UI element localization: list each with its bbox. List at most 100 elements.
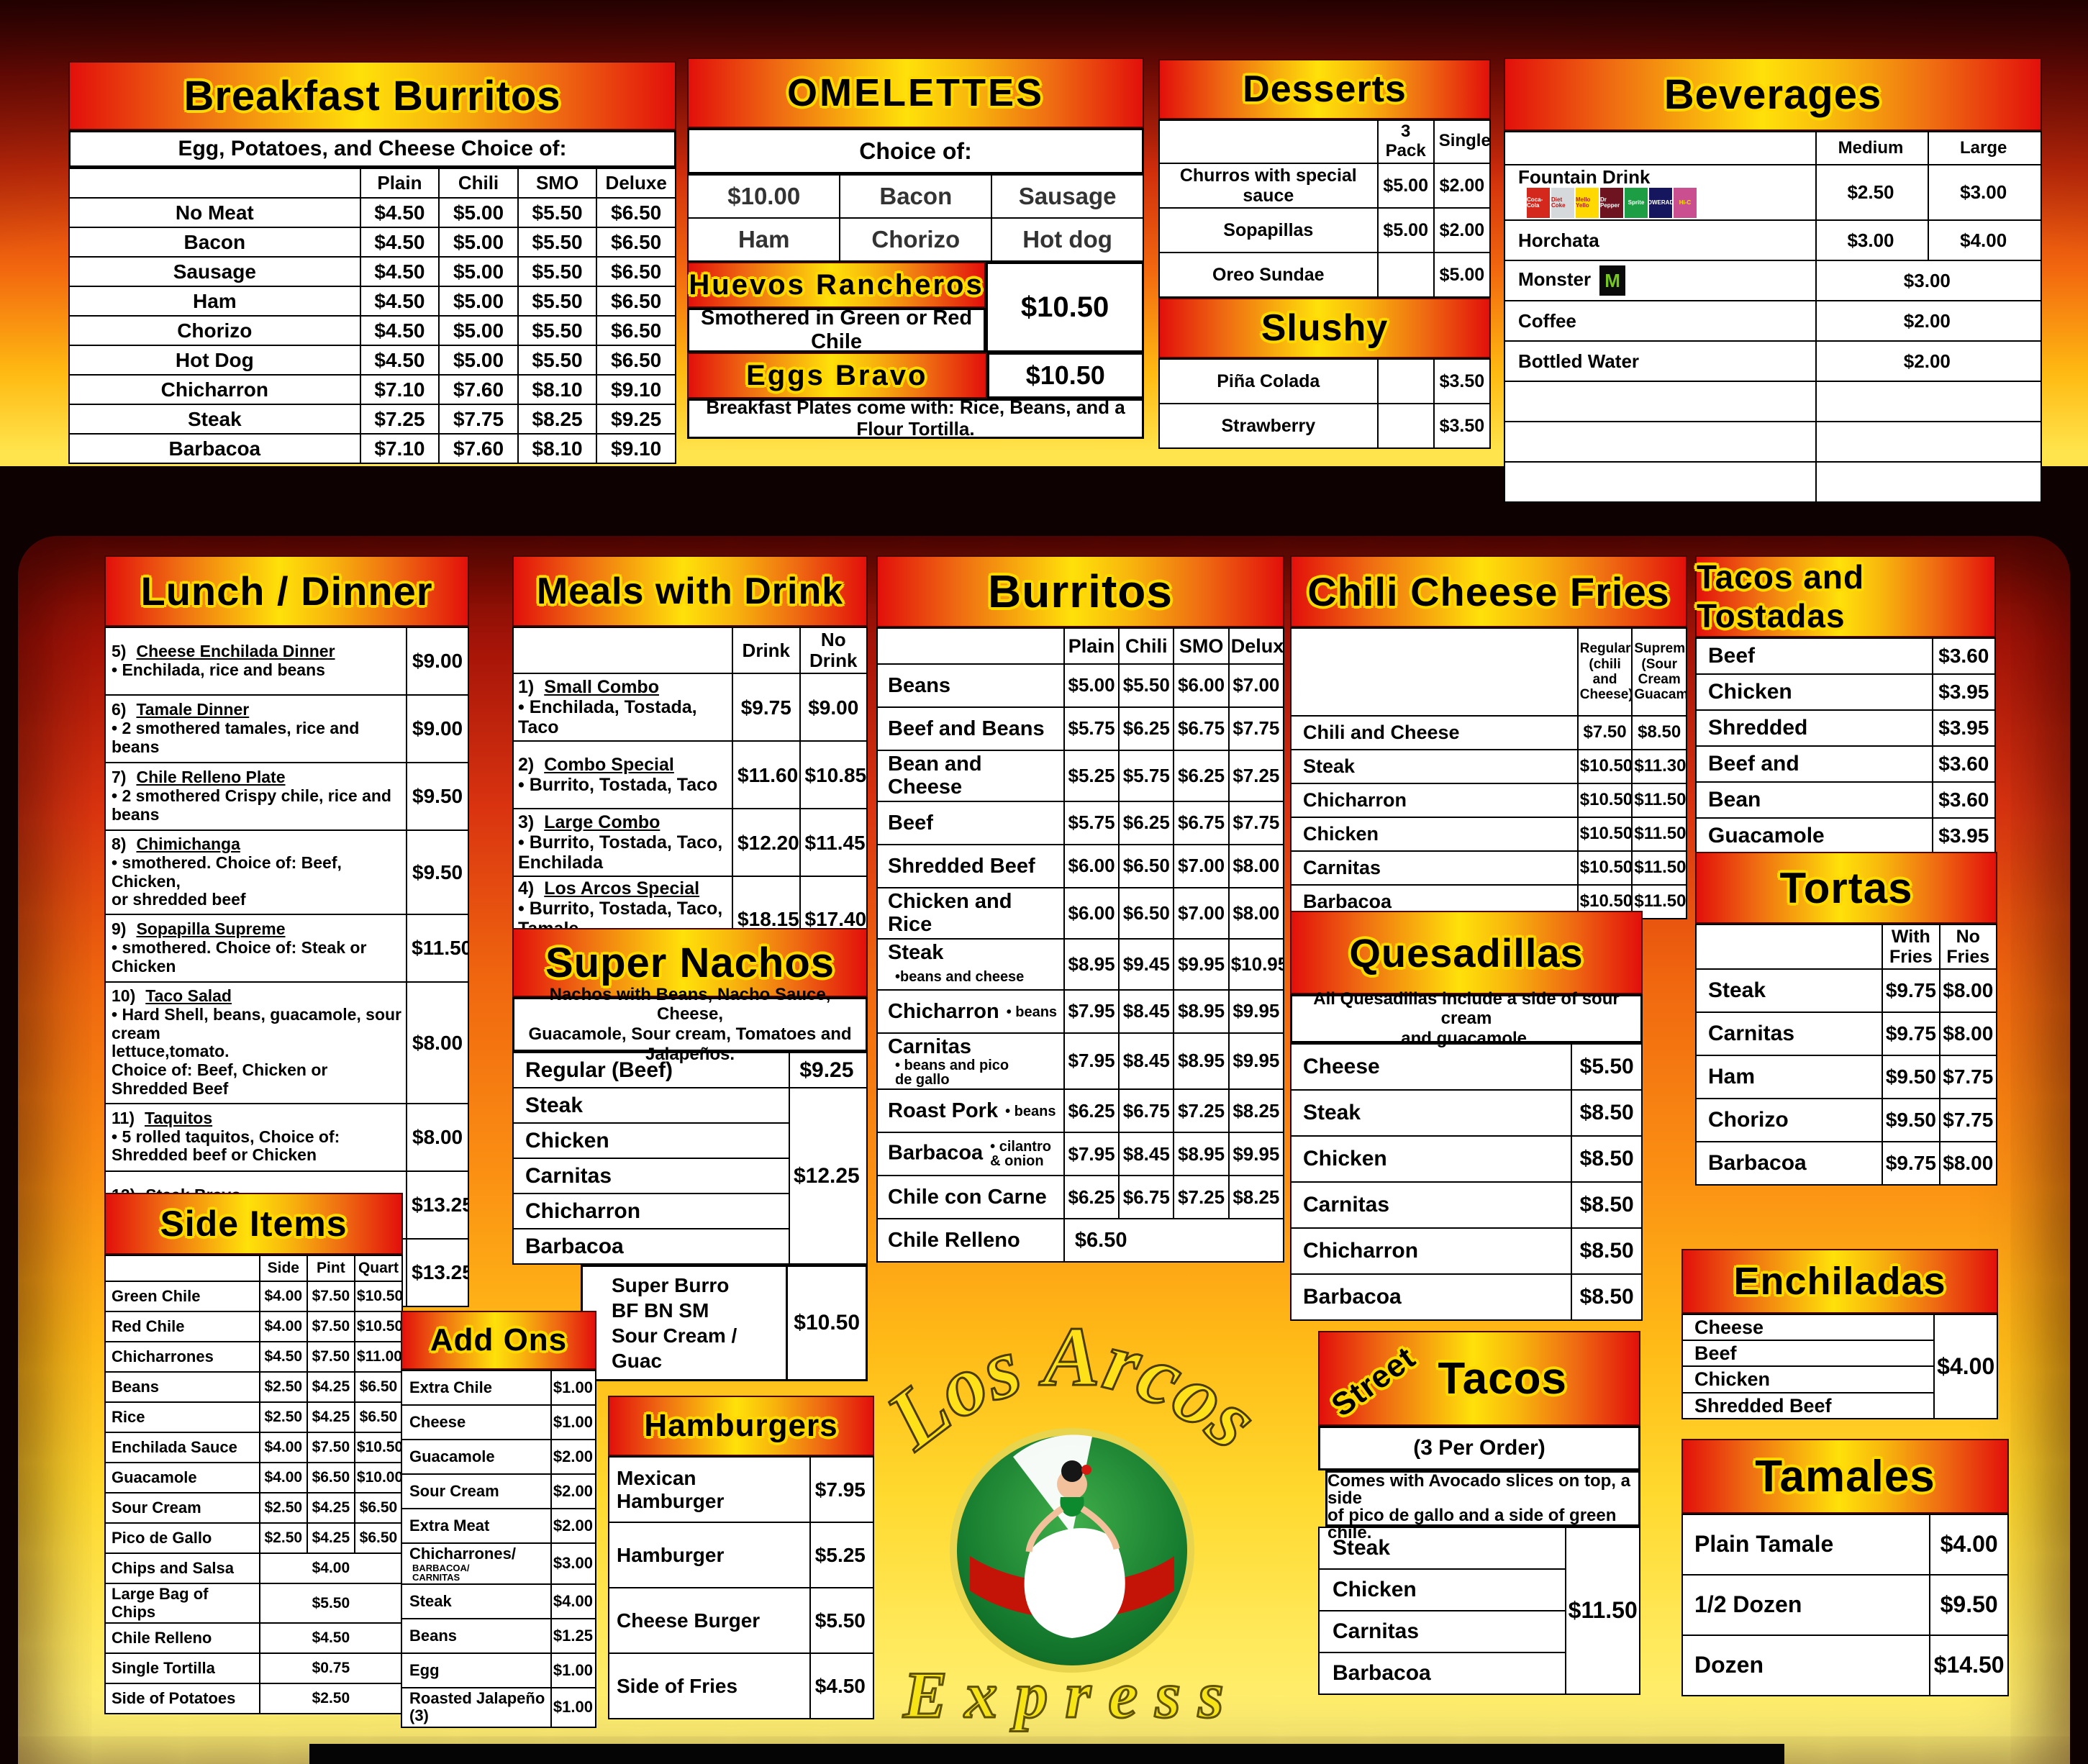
chili-cheese-fries-header: Chili Cheese Fries bbox=[1290, 555, 1687, 627]
table-cell: $6.25 bbox=[1173, 750, 1230, 802]
table-cell: Bacon bbox=[68, 227, 361, 258]
table-cell bbox=[104, 1255, 260, 1282]
table-cell: Steak•beans and cheese bbox=[876, 937, 1065, 991]
table-cell: Single bbox=[1433, 119, 1492, 164]
table-cell: Chorizo bbox=[1694, 1098, 1884, 1142]
tamales-table: Plain Tamale $4.00 1/2 Dozen $9.50 Dozen $14.… bbox=[1681, 1514, 2009, 1696]
table-cell: $9.50 bbox=[1882, 1098, 1941, 1142]
table-row: Enchilada Sauce $4.00 $7.50 $10.50 bbox=[104, 1432, 404, 1463]
brand-logo-tile: Coca-Cola bbox=[1527, 188, 1550, 219]
table-cell: Barbacoa bbox=[512, 1228, 790, 1265]
table-cell: Steak bbox=[1317, 1527, 1567, 1570]
table-row: Barbacoa $7.10 $7.60 $8.10 $9.10 bbox=[68, 433, 676, 464]
hamburgers-header: Hamburgers bbox=[608, 1396, 874, 1456]
table-row: Roast Pork • beans $6.25 $6.75 $7.25 $8.25 bbox=[876, 1088, 1285, 1134]
section-tacos-and-tostadas: Tacos and Tostadas Beef $3.60 Chicken $3.95… bbox=[1695, 555, 1997, 855]
table-row: Steak $7.25 $7.75 $8.25 $9.25 bbox=[68, 404, 676, 435]
table-cell: $9.95 bbox=[1227, 988, 1285, 1034]
table-cell: $11.00 bbox=[353, 1341, 404, 1373]
breakfast-burritos-header: Breakfast Burritos bbox=[68, 61, 676, 130]
table-cell: $11.50 bbox=[1631, 817, 1687, 852]
breakfast-table: Plain Chili SMO Deluxe No Meat $4.50 $5.00 $5.5… bbox=[68, 168, 676, 464]
table-cell bbox=[1376, 402, 1435, 449]
table-cell: Chicharron bbox=[1289, 1227, 1573, 1275]
table-cell: Hamburger bbox=[608, 1522, 811, 1588]
table-cell: $6.25 bbox=[1063, 1175, 1120, 1220]
table-row: Steak $4.00 bbox=[401, 1583, 597, 1619]
table-cell: Fountain Drink Coca-Cola Diet Coke Mello Ye… bbox=[1504, 163, 1817, 222]
table-cell: Regular (Beef) bbox=[512, 1052, 790, 1088]
table-cell bbox=[1504, 461, 1817, 504]
table-cell: $2.50 bbox=[258, 1492, 308, 1524]
table-cell: $8.25 bbox=[1227, 1088, 1285, 1134]
omelettes-choice-table: $10.00 Bacon Sausage Ham Chorizo Hot dog bbox=[686, 174, 1144, 262]
table-cell: $4.25 bbox=[306, 1401, 355, 1433]
table-cell: 1/2 Dozen bbox=[1681, 1574, 1931, 1636]
table-cell: $7.25 bbox=[359, 404, 440, 435]
table-cell: $5.00 bbox=[438, 345, 519, 376]
table-cell: $9.75 bbox=[1882, 1011, 1941, 1056]
table-cell: Beans bbox=[876, 663, 1065, 708]
tacos-tostadas-header: Tacos and Tostadas bbox=[1695, 555, 1996, 637]
table-cell: Plain Tamale bbox=[1681, 1514, 1931, 1576]
table-cell: $6.75 bbox=[1118, 1175, 1175, 1220]
table-cell: Large Bag of Chips bbox=[104, 1582, 260, 1624]
table-cell: Chicken bbox=[1290, 817, 1579, 852]
table-cell: Barbacoa bbox=[1694, 1141, 1884, 1186]
table-cell bbox=[1504, 131, 1817, 165]
table-row: Barbacoa $8.50 bbox=[1289, 1273, 1643, 1321]
table-cell: Extra Meat bbox=[401, 1508, 552, 1544]
table-cell: Beef bbox=[1681, 1340, 1935, 1368]
table-cell: $5.00 bbox=[1433, 251, 1492, 298]
table-cell: $7.95 bbox=[1063, 1032, 1120, 1091]
table-cell: 11) Taquitos • 5 rolled taquitos, Choice o… bbox=[104, 1102, 408, 1172]
table-row: Chile con Carne $6.25 $6.75 $7.25 $8.25 bbox=[876, 1175, 1285, 1220]
table-row: Steak $12.25 bbox=[512, 1087, 868, 1265]
table-cell: Guacamole bbox=[104, 1462, 260, 1494]
section-enchiladas: Enchiladas Cheese $4.00 Beef Chicken Shredde… bbox=[1681, 1249, 1998, 1419]
table-row: Steak•beans and cheese $8.95 $9.45 $9.95 $10… bbox=[876, 937, 1285, 991]
table-cell: No Meat bbox=[68, 197, 361, 228]
table-cell: Large bbox=[1928, 131, 2042, 165]
table-cell: Steak bbox=[1290, 749, 1579, 784]
table-cell: $8.50 bbox=[1571, 1181, 1643, 1229]
table-cell: $8.50 bbox=[1571, 1089, 1643, 1137]
table-cell: Beef and Beans bbox=[876, 706, 1065, 751]
add-ons-table: Extra Chile $1.00 Cheese $1.00 Guacamole $2.0… bbox=[401, 1370, 597, 1729]
eggs-bravo-header: Eggs Bravo bbox=[687, 353, 987, 399]
table-cell: $6.50 bbox=[353, 1401, 404, 1433]
table-row: Pico de Gallo $2.50 $4.25 $6.50 bbox=[104, 1522, 404, 1554]
table-cell: $9.50 bbox=[406, 829, 469, 915]
table-cell: 10) Taco Salad • Hard Shell, beans, guacam… bbox=[104, 981, 408, 1104]
table-cell: Green Chile bbox=[104, 1281, 260, 1312]
table-row: Churros with special sauce $5.00 $2.00 bbox=[1158, 162, 1492, 209]
table-cell: 2) Combo Special • Burrito, Tostada, Taco bbox=[512, 740, 734, 810]
table-cell: $7.25 bbox=[1173, 1088, 1230, 1134]
hamburgers-title: Hamburgers bbox=[644, 1408, 838, 1443]
table-cell: $9.45 bbox=[1118, 937, 1175, 991]
table-cell: Shredded bbox=[1695, 709, 1933, 747]
table-cell: $2.50 bbox=[258, 1371, 308, 1403]
table-cell: Steak bbox=[512, 1087, 790, 1124]
add-ons-header: Add Ons bbox=[401, 1311, 596, 1370]
table-row: Cheese $5.50 bbox=[1289, 1043, 1643, 1091]
table-cell: $6.50 bbox=[596, 256, 676, 287]
table-row: Monster M $3.00 bbox=[1504, 260, 2043, 302]
section-super-nachos: Super Nachos Nachos with Beans, Nacho Sa… bbox=[512, 928, 868, 1381]
table-row: Chicken $3.95 bbox=[1695, 673, 1997, 711]
table-row: Hot Dog $4.50 $5.00 $5.50 $6.50 bbox=[68, 345, 676, 376]
table-cell: $8.95 bbox=[1063, 937, 1120, 991]
table-cell: $14.50 bbox=[1929, 1635, 2009, 1696]
table-cell: Coffee bbox=[1504, 300, 1817, 342]
meals-with-drink-title: Meals with Drink bbox=[536, 570, 844, 612]
table-cell: Churros with special sauce bbox=[1158, 162, 1379, 209]
table-cell: Carnitas• beans and pico de gallo bbox=[876, 1032, 1065, 1091]
table-row: Sour Cream $2.00 bbox=[401, 1473, 597, 1509]
table-cell: $7.00 bbox=[1173, 843, 1230, 888]
table-cell: $9.00 bbox=[799, 673, 868, 742]
table-cell: $5.00 bbox=[438, 197, 519, 228]
tacos-tostadas-title: Tacos and Tostadas bbox=[1697, 558, 1865, 635]
table-cell: $4.25 bbox=[306, 1371, 355, 1403]
table-cell: $10.50 bbox=[1576, 850, 1633, 886]
table-cell: Beans bbox=[104, 1371, 260, 1403]
